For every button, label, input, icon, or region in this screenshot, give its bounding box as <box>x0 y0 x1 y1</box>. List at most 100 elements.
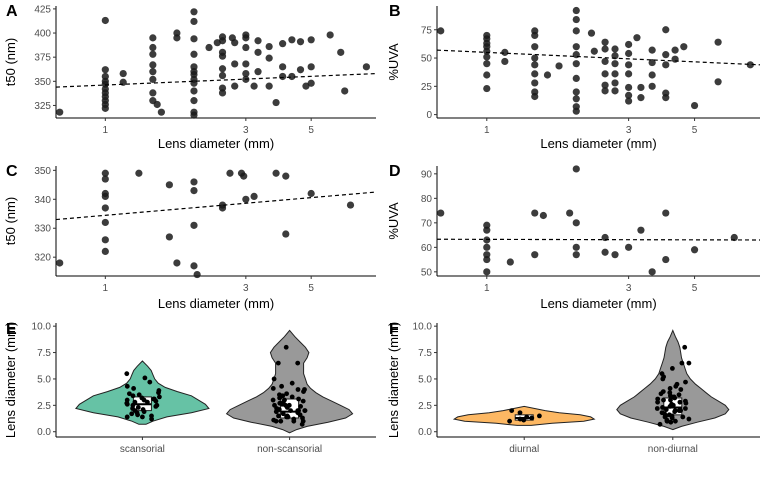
data-point <box>611 87 619 95</box>
data-point <box>296 396 301 402</box>
data-point <box>265 42 273 51</box>
data-point <box>271 417 277 423</box>
data-point <box>205 43 213 52</box>
data-point <box>572 165 580 173</box>
data-point <box>149 34 157 42</box>
data-point <box>271 376 277 382</box>
data-point <box>633 34 641 42</box>
y-tick-label: 2.5 <box>418 401 432 412</box>
y-tick-label: 25 <box>421 82 433 93</box>
data-point <box>667 390 673 396</box>
data-point <box>231 82 239 90</box>
panel-e: E 0.0 2.5 5.0 7.5 10.0 Lens diameter (mm) scans… <box>3 321 376 455</box>
data-point <box>101 218 109 227</box>
y-tick-label: 2.5 <box>37 401 51 412</box>
data-point <box>231 60 239 68</box>
panel-tag-b: B <box>389 3 401 20</box>
data-point <box>254 68 262 76</box>
data-point <box>135 412 141 418</box>
x-tick-label: 5 <box>308 125 314 136</box>
data-point <box>572 95 580 103</box>
y-tick-label: 350 <box>34 77 51 88</box>
data-point <box>659 410 665 416</box>
data-point <box>637 83 645 92</box>
data-point <box>153 398 159 404</box>
data-point <box>590 47 598 55</box>
data-point <box>101 192 109 200</box>
data-point <box>135 405 141 410</box>
trend-line <box>55 191 377 221</box>
data-point <box>190 111 198 119</box>
panel-d: D 50 60 70 80 90 %UVA 1 3 5 Lens diameter (mm) <box>386 163 761 311</box>
data-point <box>625 243 633 251</box>
data-point <box>483 236 491 244</box>
data-point <box>362 63 371 71</box>
data-point <box>240 172 248 180</box>
data-point <box>673 418 678 424</box>
x-axis-title: Lens diameter (mm) <box>540 136 656 151</box>
data-point <box>302 387 307 392</box>
data-point <box>288 36 296 44</box>
data-point <box>662 414 668 420</box>
data-point <box>655 396 661 402</box>
data-point <box>270 386 276 391</box>
data-point <box>56 108 64 116</box>
data-point <box>289 394 295 400</box>
x-axis-title: Lens diameter (mm) <box>158 136 274 151</box>
x-tick-label: 5 <box>692 283 698 294</box>
y-tick-label: 400 <box>34 29 51 40</box>
data-point <box>149 89 157 97</box>
data-point <box>242 34 250 42</box>
data-point <box>572 107 580 115</box>
data-point <box>149 416 155 422</box>
y-tick-label: 50 <box>421 54 433 65</box>
y-tick-label: 425 <box>34 4 51 15</box>
data-point <box>190 50 198 58</box>
data-point <box>529 415 535 421</box>
panel-tag-e: E <box>6 321 17 338</box>
data-point <box>119 69 127 78</box>
data-point <box>101 66 109 74</box>
violin-scansorial <box>75 360 210 425</box>
data-point <box>670 365 675 371</box>
data-point <box>662 51 670 59</box>
data-point <box>611 60 619 68</box>
data-point <box>648 268 656 276</box>
data-point <box>678 387 684 392</box>
data-point <box>279 40 287 48</box>
data-point <box>272 402 277 408</box>
x-tick-label: non-diurnal <box>648 444 698 455</box>
data-point <box>341 87 349 95</box>
data-point <box>149 50 157 58</box>
y-axis-title: t50 (nm) <box>3 197 18 245</box>
data-point <box>300 398 306 404</box>
panel-tag-c: C <box>6 163 18 180</box>
data-point <box>506 258 514 266</box>
y-tick-label: 5.0 <box>37 374 51 385</box>
data-point <box>517 410 523 416</box>
data-point <box>531 31 539 40</box>
data-point <box>657 421 663 427</box>
data-point <box>307 79 315 87</box>
data-point <box>272 169 280 177</box>
data-point <box>572 6 580 15</box>
data-point <box>648 82 656 90</box>
y-tick-label: 50 <box>421 267 433 278</box>
x-tick-label: 3 <box>243 283 249 294</box>
data-point <box>56 259 64 267</box>
data-point <box>279 383 284 389</box>
x-tick-label: 1 <box>103 283 109 294</box>
data-point <box>101 247 109 255</box>
data-point <box>265 54 273 62</box>
y-tick-label: 0.0 <box>418 427 432 438</box>
data-point <box>572 251 580 259</box>
violin-non-diurnal <box>616 329 730 431</box>
data-point <box>543 71 552 79</box>
data-point <box>509 408 515 414</box>
data-point <box>572 74 580 83</box>
data-point <box>190 8 198 16</box>
data-point <box>254 48 262 56</box>
data-point <box>190 35 198 43</box>
panel-f: F 0.0 2.5 5.0 7.5 10.0 Lens diameter (mm) diurn… <box>386 321 760 455</box>
data-point <box>190 221 198 229</box>
